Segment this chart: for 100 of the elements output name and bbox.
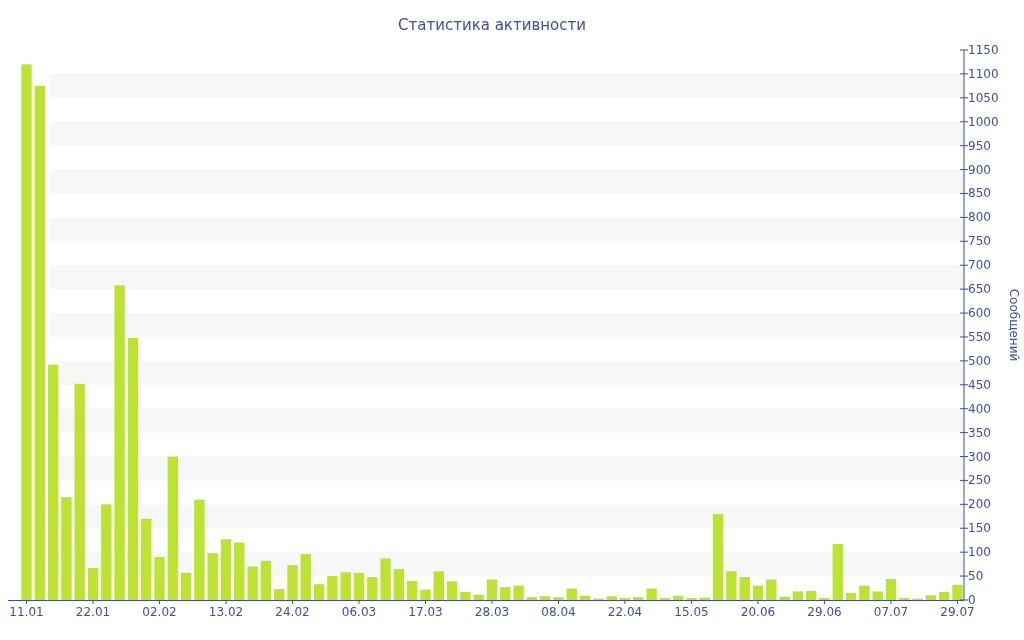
y-tick-label: 1000 xyxy=(968,114,999,129)
x-tick-label: 06.03 xyxy=(341,605,377,619)
bar xyxy=(207,553,218,600)
bar xyxy=(792,591,804,600)
y-tick-label: 150 xyxy=(968,521,991,536)
bar xyxy=(726,571,737,600)
bar xyxy=(127,337,139,600)
x-tick-label: 15.05 xyxy=(674,605,709,619)
x-tick-label: 13.02 xyxy=(208,605,244,619)
bar xyxy=(939,591,950,600)
bar xyxy=(327,576,338,600)
y-tick-label: 650 xyxy=(968,282,991,297)
bar xyxy=(952,584,963,600)
x-tick-label: 20.06 xyxy=(740,605,776,619)
bar xyxy=(473,594,484,600)
bar xyxy=(766,579,777,600)
y-tick-label: 500 xyxy=(968,353,991,368)
bar xyxy=(194,499,205,600)
bar xyxy=(274,589,285,600)
bar xyxy=(300,554,311,600)
y-tick-label: 100 xyxy=(968,545,991,560)
bar xyxy=(180,572,192,600)
bar xyxy=(21,64,32,600)
bar xyxy=(885,578,897,600)
y-tick-label: 600 xyxy=(968,306,991,321)
bar xyxy=(606,596,617,600)
bar xyxy=(526,597,538,600)
bar xyxy=(340,572,351,600)
x-tick-label: 08.04 xyxy=(541,605,576,619)
bar xyxy=(114,285,125,600)
y-tick-label: 750 xyxy=(968,234,991,249)
bar xyxy=(287,565,298,600)
bar xyxy=(859,585,870,600)
y-tick-label: 850 xyxy=(968,186,991,201)
x-tick-label: 07.07 xyxy=(873,605,909,619)
x-tick-label: 02.02 xyxy=(142,605,177,619)
chart-title: Статистика активности xyxy=(398,16,586,34)
bar xyxy=(420,589,431,600)
bar xyxy=(832,544,843,600)
bar xyxy=(779,596,790,600)
x-tick-label: 22.01 xyxy=(75,605,111,619)
x-tick-label: 29.06 xyxy=(807,605,842,619)
bar xyxy=(646,588,657,600)
y-tick-label: 1050 xyxy=(968,90,999,105)
y-tick-label: 950 xyxy=(968,138,991,153)
y-tick-label: 550 xyxy=(968,329,991,344)
bar xyxy=(806,590,817,600)
bar xyxy=(486,579,498,600)
y-axis-title: Сообщений xyxy=(1007,288,1021,362)
x-tick-label: 24.02 xyxy=(275,605,310,619)
y-tick-label: 250 xyxy=(968,473,991,488)
bar xyxy=(154,556,165,600)
bar xyxy=(74,383,85,600)
y-tick-label: 0 xyxy=(968,593,976,607)
bar xyxy=(87,567,99,600)
bar xyxy=(500,587,511,600)
bar xyxy=(247,566,258,600)
bar xyxy=(925,595,937,600)
x-tick-label: 29.07 xyxy=(940,605,975,619)
bar xyxy=(47,364,59,600)
bar xyxy=(460,591,471,600)
bar xyxy=(234,542,245,600)
bar xyxy=(633,597,644,600)
bar xyxy=(433,571,444,600)
y-tick-label: 300 xyxy=(968,449,991,464)
x-tick-label: 28.03 xyxy=(474,605,510,619)
bar xyxy=(34,85,45,600)
bar xyxy=(141,518,152,600)
bar xyxy=(739,577,750,600)
bar xyxy=(513,585,524,600)
bar xyxy=(712,513,724,600)
x-tick-label: 11.01 xyxy=(9,605,44,619)
bar xyxy=(540,596,551,600)
bar xyxy=(380,558,391,600)
bar xyxy=(553,597,564,600)
y-tick-label: 700 xyxy=(968,258,991,273)
bar xyxy=(752,585,764,600)
y-tick-label: 800 xyxy=(968,210,991,225)
bar xyxy=(407,580,418,600)
y-tick-label: 350 xyxy=(968,425,991,440)
y-tick-label: 50 xyxy=(968,569,984,584)
y-tick-label: 200 xyxy=(968,497,991,512)
bar xyxy=(260,560,272,600)
y-tick-label: 450 xyxy=(968,377,991,392)
y-tick-label: 1100 xyxy=(968,66,999,81)
bar xyxy=(566,588,577,600)
bar xyxy=(220,539,232,600)
y-tick-label: 900 xyxy=(968,162,991,177)
bar xyxy=(313,584,325,600)
bar xyxy=(353,572,365,600)
y-tick-label: 1150 xyxy=(968,43,999,57)
bar xyxy=(845,592,857,600)
bar xyxy=(367,577,378,600)
y-tick-label: 400 xyxy=(968,401,991,416)
x-tick-label: 17.03 xyxy=(408,605,443,619)
bar xyxy=(872,591,883,600)
bar xyxy=(446,581,458,600)
bar xyxy=(167,456,178,600)
bar xyxy=(101,504,112,600)
bar xyxy=(61,497,72,600)
